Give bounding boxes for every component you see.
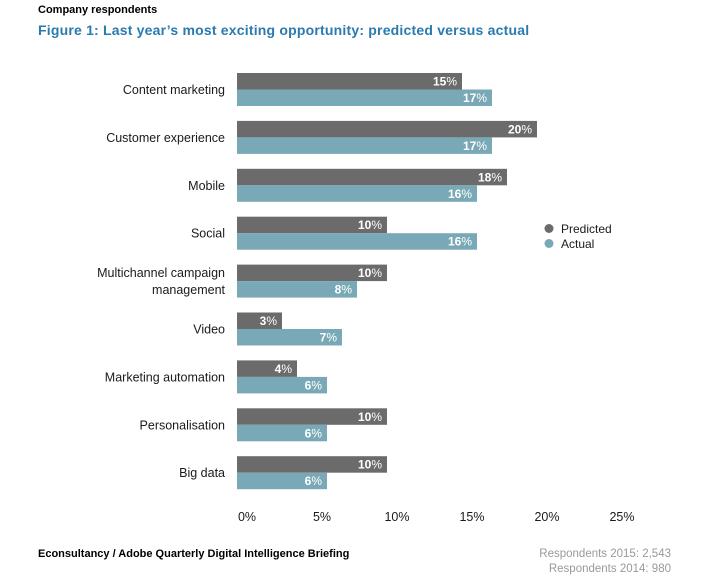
- predicted-bar: [237, 264, 387, 282]
- source-note: Econsultancy / Adobe Quarterly Digital I…: [38, 548, 350, 560]
- category-label: Mobile: [188, 179, 225, 193]
- predicted-bar: [237, 360, 297, 377]
- actual-data-label: 8%: [335, 283, 353, 297]
- category-label: Personalisation: [140, 418, 226, 432]
- actual-data-label: 7%: [320, 331, 338, 345]
- category-label: Content marketing: [123, 83, 225, 97]
- actual-data-label: 6%: [305, 378, 323, 392]
- category-label: Multichannel campaign management: [97, 266, 225, 297]
- actual-bar: [237, 137, 492, 154]
- actual-bar: [237, 472, 327, 490]
- x-tick-label: 0%: [238, 510, 256, 524]
- actual-data-label: 17%: [463, 139, 487, 153]
- respondents-2014: Respondents 2014: 980: [548, 563, 671, 575]
- actual-bar: [237, 376, 327, 394]
- actual-bar: [237, 233, 477, 250]
- category-label: Video: [193, 323, 225, 337]
- legend-label-actual: Actual: [561, 237, 594, 251]
- actual-data-label: 6%: [305, 426, 323, 440]
- legend-marker-predicted: [544, 224, 554, 233]
- respondents-2015: Respondents 2015: 2,543: [539, 548, 671, 560]
- bar-chart: Content marketing 15% 17% Customer experien…: [97, 73, 635, 524]
- x-tick-label: 10%: [384, 510, 409, 524]
- predicted-bar: [237, 120, 537, 138]
- predicted-bar: [237, 456, 387, 473]
- legend-label-predicted: Predicted: [561, 222, 612, 236]
- x-tick-label: 20%: [534, 510, 559, 524]
- predicted-bar: [237, 312, 282, 329]
- predicted-bar: [237, 73, 462, 90]
- category-label: Big data: [179, 466, 225, 480]
- predicted-data-label: 15%: [433, 75, 457, 89]
- actual-bar: [237, 89, 492, 106]
- actual-bar: [237, 281, 357, 298]
- actual-data-label: 16%: [448, 235, 472, 249]
- predicted-data-label: 4%: [275, 362, 293, 376]
- predicted-bar: [237, 168, 507, 186]
- predicted-data-label: 10%: [358, 266, 382, 280]
- actual-data-label: 6%: [305, 474, 323, 488]
- predicted-data-label: 10%: [358, 410, 382, 424]
- actual-data-label: 16%: [448, 187, 472, 201]
- predicted-data-label: 10%: [358, 458, 382, 472]
- predicted-bar: [237, 216, 387, 234]
- x-tick-label: 25%: [609, 510, 634, 524]
- category-label: Marketing automation: [105, 370, 225, 384]
- actual-data-label: 17%: [463, 91, 487, 105]
- predicted-data-label: 3%: [260, 314, 278, 328]
- x-tick-label: 5%: [313, 510, 331, 524]
- predicted-data-label: 18%: [478, 170, 502, 184]
- predicted-data-label: 10%: [358, 218, 382, 232]
- category-label: Social: [191, 227, 225, 241]
- legend-marker-actual: [544, 239, 554, 248]
- predicted-bar: [237, 408, 387, 425]
- actual-bar: [237, 185, 477, 202]
- chart-title: Figure 1: Last year’s most exciting oppo…: [38, 22, 530, 38]
- category-label: Customer experience: [106, 131, 225, 145]
- respondent-group-label: Company respondents: [38, 4, 158, 16]
- x-tick-label: 15%: [459, 510, 484, 524]
- predicted-data-label: 20%: [508, 122, 532, 136]
- actual-bar: [237, 424, 327, 442]
- actual-bar: [237, 329, 342, 346]
